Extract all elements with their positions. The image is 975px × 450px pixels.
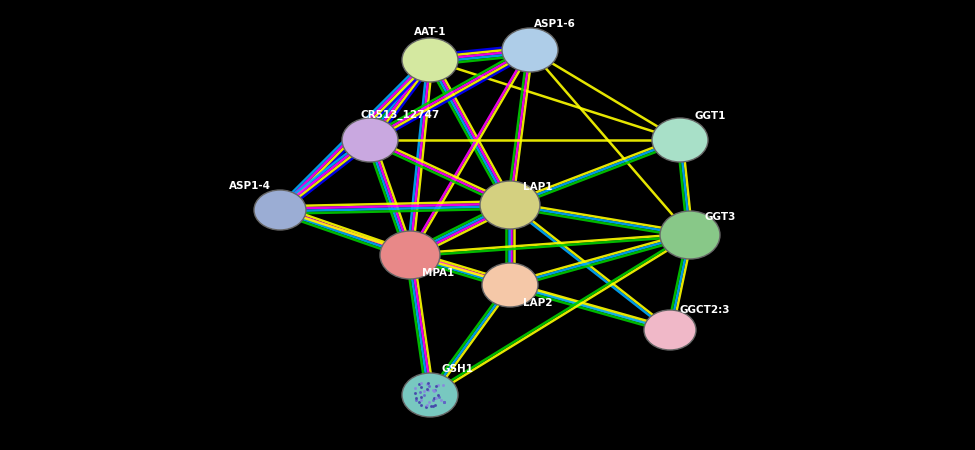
Ellipse shape: [660, 211, 720, 259]
Ellipse shape: [342, 118, 398, 162]
Text: GSH1: GSH1: [442, 364, 474, 374]
Text: ASP1-6: ASP1-6: [534, 19, 576, 29]
Text: GGCT2:3: GGCT2:3: [680, 305, 730, 315]
Ellipse shape: [402, 373, 458, 417]
Ellipse shape: [480, 181, 540, 229]
Ellipse shape: [482, 263, 538, 307]
Ellipse shape: [402, 38, 458, 82]
Text: LAP2: LAP2: [524, 298, 553, 308]
Ellipse shape: [380, 231, 440, 279]
Text: MPA1: MPA1: [422, 268, 454, 278]
Text: LAP1: LAP1: [524, 182, 553, 192]
Text: ASP1-4: ASP1-4: [229, 181, 271, 191]
Text: CR513_12747: CR513_12747: [361, 110, 440, 120]
Text: GGT1: GGT1: [694, 111, 725, 121]
Text: AAT-1: AAT-1: [413, 27, 447, 37]
Ellipse shape: [502, 28, 558, 72]
Ellipse shape: [652, 118, 708, 162]
Text: GGT3: GGT3: [704, 212, 736, 222]
Ellipse shape: [254, 190, 306, 230]
Ellipse shape: [644, 310, 696, 350]
